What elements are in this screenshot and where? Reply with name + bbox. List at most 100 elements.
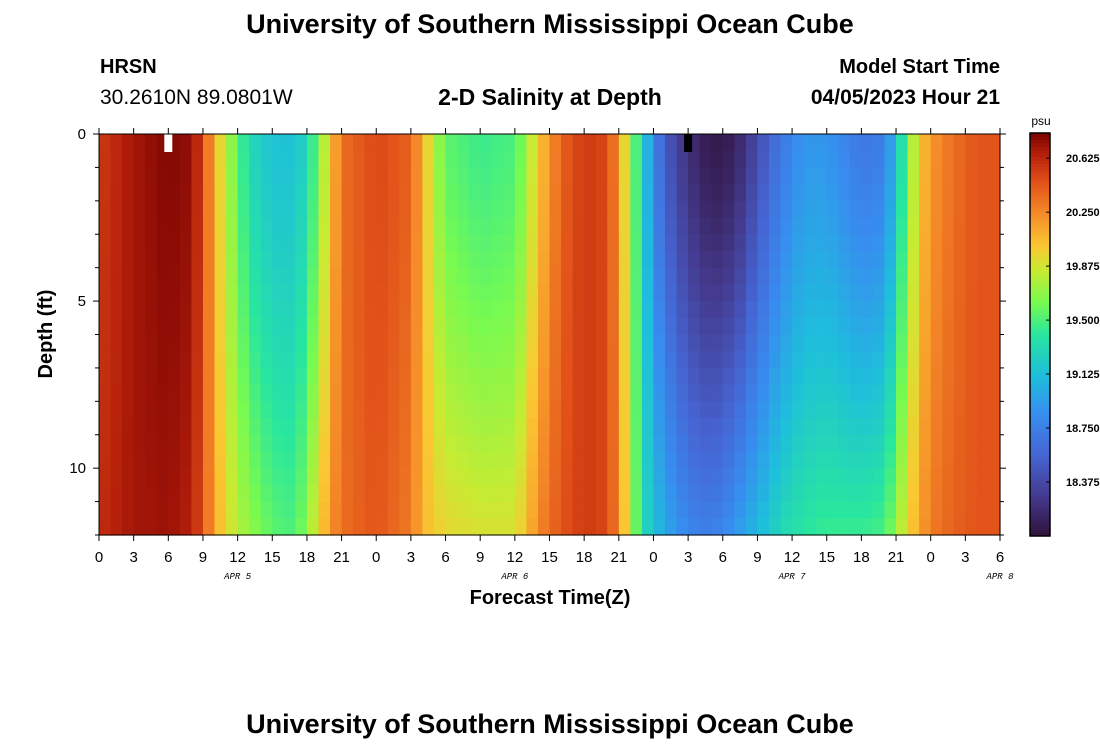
heatmap-cell (376, 167, 389, 185)
heatmap-cell (249, 134, 262, 152)
heatmap-cell (884, 184, 897, 202)
heatmap-cell (757, 468, 770, 486)
heatmap-cell (595, 451, 608, 469)
heatmap-cell (861, 284, 874, 302)
heatmap-cell (341, 484, 354, 503)
heatmap-cell (630, 184, 643, 202)
heatmap-cell (364, 217, 377, 235)
heatmap-cell (872, 150, 886, 169)
heatmap-cell (133, 434, 146, 453)
heatmap-cell (849, 267, 862, 285)
heatmap-cell (745, 317, 759, 336)
heatmap-cell (803, 468, 816, 486)
x-tick-label: 12 (229, 549, 246, 566)
heatmap-cell (688, 518, 701, 536)
colorbar-band (1030, 146, 1050, 151)
heatmap-cell (768, 317, 782, 336)
heatmap-cell (561, 234, 574, 252)
heatmap-cell (676, 234, 689, 252)
heatmap-cell (896, 401, 909, 419)
heatmap-cell (260, 217, 273, 235)
heatmap-cell (734, 234, 747, 252)
heatmap-cell (191, 418, 204, 436)
heatmap-cell (537, 334, 551, 352)
heatmap-cell (480, 301, 493, 319)
heatmap-cell (399, 351, 412, 369)
heatmap-cell (549, 518, 562, 536)
heatmap-cell (907, 384, 920, 402)
heatmap-cell (272, 468, 285, 486)
heatmap-cell (641, 200, 655, 219)
heatmap-cell (572, 401, 585, 419)
heatmap-cell (722, 167, 735, 185)
colorbar-band (1030, 257, 1050, 262)
heatmap-cell (330, 150, 343, 169)
heatmap-cell (734, 484, 747, 503)
heatmap-cell (306, 250, 320, 269)
heatmap-cell (884, 384, 897, 402)
heatmap-cell (468, 384, 481, 402)
heatmap-cell (503, 367, 516, 386)
heatmap-cell (942, 267, 955, 285)
colorbar-band (1030, 136, 1050, 141)
heatmap-cell (503, 468, 516, 486)
heatmap-cell (815, 468, 828, 486)
heatmap-cell (618, 334, 631, 352)
heatmap-cell (965, 167, 978, 185)
heatmap-cell (688, 451, 701, 469)
heatmap-cell (780, 468, 793, 486)
heatmap-cell (272, 250, 285, 269)
heatmap-cell (272, 451, 285, 469)
heatmap-cell (249, 167, 262, 185)
heatmap-cell (641, 267, 655, 285)
heatmap-cell (133, 484, 146, 503)
heatmap-cell (202, 501, 216, 519)
heatmap-cell (699, 484, 712, 503)
heatmap-cell (734, 384, 747, 402)
heatmap-cell (353, 200, 366, 219)
heatmap-cell (757, 217, 770, 235)
heatmap-cell (572, 267, 585, 285)
heatmap-cell (491, 468, 504, 486)
heatmap-cell (722, 451, 735, 469)
heatmap-cell (364, 267, 377, 285)
heatmap-cell (976, 418, 990, 436)
colorbar-band (1030, 153, 1050, 158)
heatmap-cell (214, 401, 227, 419)
heatmap-cell (745, 484, 759, 503)
heatmap-cell (537, 134, 551, 152)
heatmap-cell (145, 134, 158, 152)
heatmap-cell (410, 384, 424, 402)
heatmap-cell (122, 167, 135, 185)
heatmap-cell (249, 334, 262, 352)
heatmap-cell (202, 334, 216, 352)
heatmap-cell (826, 301, 839, 319)
colorbar-band (1030, 384, 1050, 389)
heatmap-cell (249, 384, 262, 402)
heatmap-cell (711, 217, 724, 235)
heatmap-cell (468, 267, 481, 285)
heatmap-cell (306, 217, 320, 235)
heatmap-cell (330, 301, 343, 319)
heatmap-cell (145, 468, 158, 486)
heatmap-cell (561, 367, 574, 386)
heatmap-cell (907, 184, 920, 202)
heatmap-cell (202, 284, 216, 302)
heatmap-cell (237, 518, 250, 536)
heatmap-cell (433, 518, 447, 536)
heatmap-cell (965, 418, 978, 436)
heatmap-cell (133, 150, 146, 169)
heatmap-cell (480, 184, 493, 202)
heatmap-cell (249, 501, 262, 519)
heatmap-cell (849, 301, 862, 319)
heatmap-cell (676, 250, 689, 269)
heatmap-cell (422, 317, 435, 336)
heatmap-cell (503, 184, 516, 202)
heatmap-cell (711, 384, 724, 402)
heatmap-cell (549, 334, 562, 352)
heatmap-cell (318, 468, 331, 486)
heatmap-cell (768, 468, 782, 486)
heatmap-cell (306, 501, 320, 519)
heatmap-cell (965, 518, 978, 536)
heatmap-cell (768, 434, 782, 453)
